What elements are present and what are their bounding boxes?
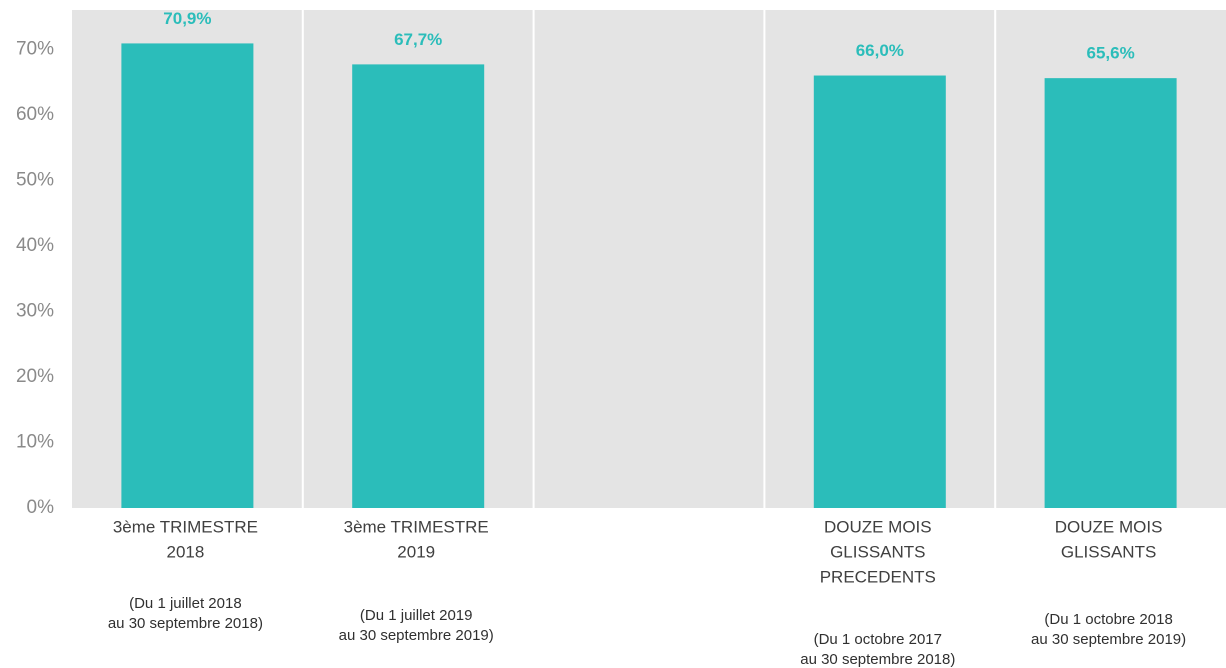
value-label: 70,9% xyxy=(163,9,211,28)
bar xyxy=(1044,78,1177,508)
category-note: (Du 1 octobre 2017 xyxy=(814,631,942,648)
x-tick-label: DOUZE MOIS xyxy=(1055,517,1163,536)
y-tick-label: 40% xyxy=(16,235,54,256)
x-tick-label: 2019 xyxy=(397,542,435,561)
bar xyxy=(121,43,254,508)
category-note: au 30 septembre 2019) xyxy=(339,627,494,644)
bar xyxy=(813,75,946,509)
value-label: 65,6% xyxy=(1086,44,1134,63)
category-note: (Du 1 octobre 2018 xyxy=(1044,611,1172,628)
category-note: (Du 1 juillet 2018 xyxy=(129,595,242,612)
y-tick-label: 0% xyxy=(27,497,55,518)
y-tick-label: 70% xyxy=(16,38,54,59)
x-tick-label: PRECEDENTS xyxy=(820,567,936,586)
y-tick-label: 30% xyxy=(16,300,54,321)
category-note: au 30 septembre 2019) xyxy=(1031,631,1186,648)
x-tick-label: GLISSANTS xyxy=(1061,542,1156,561)
category-note: au 30 septembre 2018) xyxy=(108,615,263,632)
y-tick-label: 10% xyxy=(16,431,54,452)
y-tick-label: 50% xyxy=(16,169,54,190)
y-tick-label: 60% xyxy=(16,104,54,125)
plot-background xyxy=(72,10,1226,508)
x-tick-label: 2018 xyxy=(166,542,204,561)
value-label: 66,0% xyxy=(856,41,904,60)
bar xyxy=(352,64,485,508)
x-tick-label: 3ème TRIMESTRE xyxy=(113,517,258,536)
value-label: 67,7% xyxy=(394,30,442,49)
x-tick-label: GLISSANTS xyxy=(830,542,925,561)
x-tick-label: DOUZE MOIS xyxy=(824,517,932,536)
category-note: au 30 septembre 2018) xyxy=(800,651,955,668)
category-note: (Du 1 juillet 2019 xyxy=(360,607,473,624)
x-tick-label: 3ème TRIMESTRE xyxy=(344,517,489,536)
y-tick-label: 20% xyxy=(16,366,54,387)
